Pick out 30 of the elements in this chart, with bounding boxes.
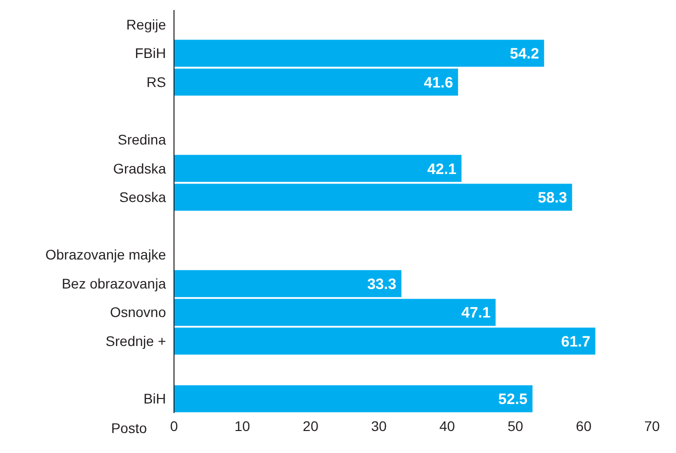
y-tick-label: Srednje + [106, 333, 166, 350]
data-label: 41.6 [424, 74, 454, 92]
y-tick-label: Gradska [113, 160, 166, 176]
data-label: 33.3 [367, 276, 396, 293]
y-tick-label: Regije [126, 16, 166, 32]
data-label: 58.3 [538, 190, 568, 207]
y-tick-label: BiH [143, 390, 166, 407]
y-tick-label: Sredina [118, 132, 166, 148]
data-label: 61.7 [561, 333, 590, 350]
x-tick-label: 30 [371, 418, 387, 434]
x-tick-label: 50 [508, 418, 524, 434]
data-label: 47.1 [461, 304, 491, 322]
bar [174, 385, 532, 412]
x-tick-label: 40 [439, 418, 456, 434]
bar [174, 270, 402, 298]
x-tick-label: 70 [644, 418, 660, 434]
x-tick-label: 60 [576, 418, 592, 434]
y-tick-label: RS [146, 74, 166, 90]
x-tick-label: 20 [302, 418, 319, 434]
x-axis-title: Posto [111, 420, 148, 436]
y-tick-label: FBiH [134, 45, 166, 62]
data-label: 52.5 [498, 391, 528, 408]
y-tick-label: Seoska [119, 189, 166, 206]
data-label: 54.2 [510, 46, 540, 63]
data-label: 42.1 [427, 160, 456, 178]
x-tick-label: 10 [234, 418, 250, 434]
y-tick-label: Osnovno [110, 304, 166, 320]
y-tick-label: Obrazovanje majke [45, 246, 166, 263]
y-tick-label: Bez obrazovanja [62, 275, 166, 292]
x-tick-label: 0 [170, 418, 178, 434]
